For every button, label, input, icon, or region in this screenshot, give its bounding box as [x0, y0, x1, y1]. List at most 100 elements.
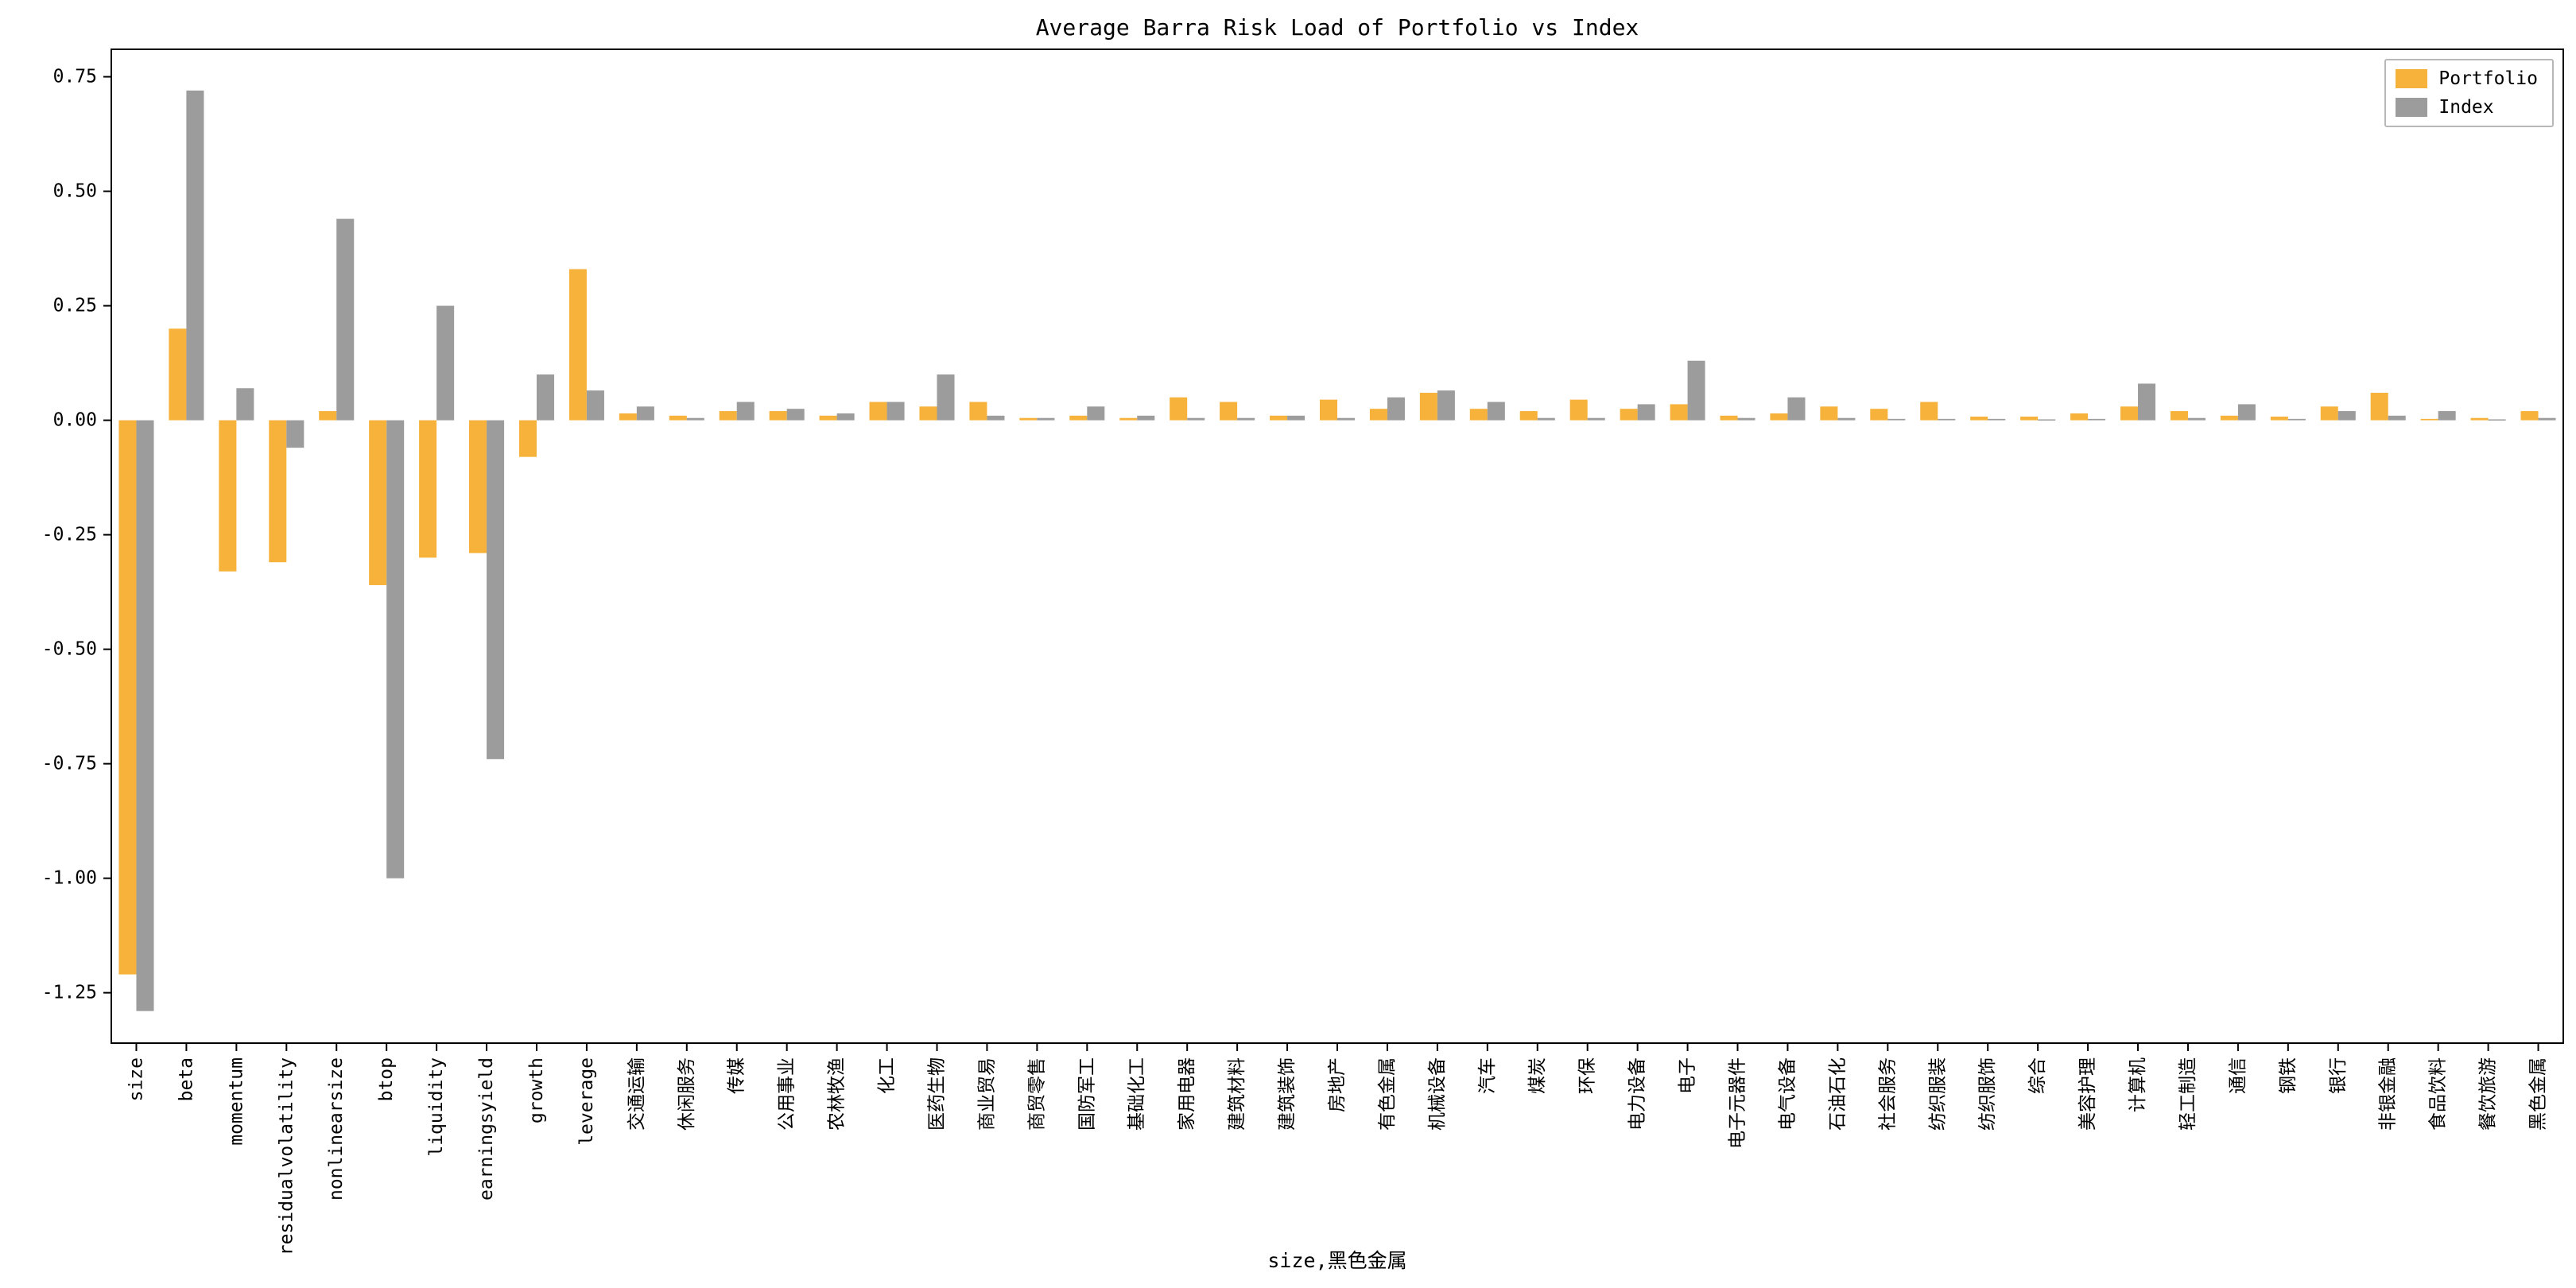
- y-tick-label: 0.50: [53, 181, 97, 202]
- bar-index: [1938, 418, 1956, 421]
- bar-portfolio: [1620, 409, 1638, 421]
- x-tick-label: 纺织服饰: [1977, 1057, 1998, 1131]
- x-tick-label: 公用事业: [777, 1057, 797, 1131]
- x-tick-label: 汽车: [1477, 1057, 1498, 1094]
- bar-index: [2538, 417, 2556, 421]
- x-tick-label: 交通运输: [627, 1057, 647, 1131]
- x-tick-label: 国防军工: [1077, 1057, 1097, 1131]
- bar-index: [336, 219, 355, 421]
- bar-index: [1187, 417, 1205, 421]
- y-tick-label: -1.00: [42, 868, 97, 889]
- bar-portfolio: [1369, 409, 1387, 421]
- bar-portfolio: [1870, 409, 1888, 421]
- bar-index: [1437, 390, 1455, 421]
- chart-title: Average Barra Risk Load of Portfolio vs …: [1035, 14, 1639, 41]
- bar-index: [1287, 415, 1305, 421]
- bar-portfolio: [769, 411, 787, 421]
- x-tick-label: 电气设备: [1777, 1057, 1798, 1131]
- bar-portfolio: [2270, 416, 2288, 421]
- bar-index: [1587, 417, 1605, 421]
- x-tick-label: 商业贸易: [976, 1057, 997, 1131]
- x-tick-label: 环保: [1577, 1057, 1598, 1094]
- x-tick-label: 社会服务: [1877, 1057, 1898, 1131]
- bar-index: [436, 305, 455, 421]
- bar-portfolio: [1720, 415, 1738, 421]
- bar-index: [2388, 415, 2406, 421]
- bar-index: [1687, 360, 1705, 421]
- y-tick-label: 0.00: [53, 410, 97, 431]
- x-tick-label: 建筑装饰: [1277, 1057, 1298, 1131]
- axes-border: [111, 48, 2564, 1044]
- bar-index: [586, 390, 604, 421]
- x-tick-label: nonlinearsize: [326, 1057, 347, 1201]
- bar-portfolio: [1220, 402, 1238, 421]
- bar-portfolio: [1319, 399, 1337, 421]
- x-tick-label: 食品饮料: [2428, 1057, 2449, 1131]
- x-tick-label: 医药生物: [926, 1057, 947, 1131]
- bar-portfolio: [469, 420, 487, 553]
- x-tick-label: 房地产: [1327, 1057, 1348, 1112]
- bar-index: [1787, 397, 1806, 421]
- bar-portfolio: [2070, 413, 2089, 421]
- x-tick-label: 商贸零售: [1026, 1057, 1047, 1131]
- bar-portfolio: [2320, 406, 2338, 421]
- bar-portfolio: [2370, 393, 2388, 421]
- legend-label-index: Index: [2438, 97, 2494, 118]
- bar-portfolio: [669, 415, 687, 421]
- y-tick-label: 0.75: [53, 67, 97, 87]
- bar-index: [2438, 411, 2456, 421]
- bar-index: [2488, 419, 2506, 421]
- bar-index: [686, 417, 704, 421]
- bar-portfolio: [219, 420, 237, 572]
- x-tick-label: 休闲服务: [677, 1057, 697, 1131]
- bar-index: [937, 374, 955, 421]
- bar-portfolio: [2220, 415, 2238, 421]
- bar-index: [1237, 417, 1255, 421]
- x-tick-label: 纺织服装: [1927, 1057, 1948, 1131]
- x-tick-label: leverage: [576, 1057, 597, 1146]
- x-tick-label: 建筑材料: [1227, 1057, 1247, 1131]
- bar-portfolio: [2020, 416, 2039, 421]
- bar-portfolio: [2120, 406, 2139, 421]
- x-tick-label: momentum: [226, 1057, 246, 1146]
- bar-index: [1337, 417, 1356, 421]
- bar-index: [1387, 397, 1405, 421]
- bar-portfolio: [919, 406, 937, 421]
- x-tick-label: residualvolatility: [276, 1057, 297, 1255]
- bar-index: [2187, 417, 2206, 421]
- bar-portfolio: [719, 411, 737, 421]
- bar-portfolio: [568, 269, 587, 421]
- bar-index: [236, 388, 254, 421]
- bar-portfolio: [1569, 399, 1588, 421]
- x-tick-label: beta: [176, 1057, 196, 1101]
- bar-index: [2337, 411, 2356, 421]
- bar-index: [886, 402, 905, 421]
- x-tick-label: growth: [526, 1057, 547, 1123]
- x-tick-label: liquidity: [426, 1057, 447, 1157]
- x-tick-label: 电子: [1678, 1057, 1698, 1094]
- bar-portfolio: [518, 420, 537, 457]
- bar-portfolio: [819, 415, 837, 421]
- bar-portfolio: [1670, 404, 1688, 421]
- portfolio-swatch-icon: [2396, 69, 2428, 88]
- x-tick-label: 有色金属: [1377, 1057, 1398, 1131]
- bar-portfolio: [1469, 409, 1488, 421]
- bar-portfolio: [118, 420, 137, 975]
- bar-index: [1537, 417, 1555, 421]
- x-tick-label: 非银金融: [2378, 1057, 2399, 1131]
- bar-portfolio: [1419, 393, 1437, 421]
- bar-index: [2138, 383, 2156, 421]
- bar-portfolio: [1770, 413, 1788, 421]
- bar-portfolio: [2420, 418, 2438, 421]
- x-tick-label: 通信: [2228, 1057, 2248, 1094]
- x-tick-label: 石油石化: [1827, 1057, 1848, 1131]
- bar-index: [136, 420, 154, 1011]
- bar-portfolio: [1970, 416, 1988, 421]
- bar-index: [1487, 402, 1505, 421]
- bar-index: [186, 90, 204, 421]
- bar-portfolio: [869, 402, 887, 421]
- index-swatch-icon: [2396, 98, 2428, 117]
- bar-portfolio: [1270, 415, 1288, 421]
- bar-portfolio: [419, 420, 437, 558]
